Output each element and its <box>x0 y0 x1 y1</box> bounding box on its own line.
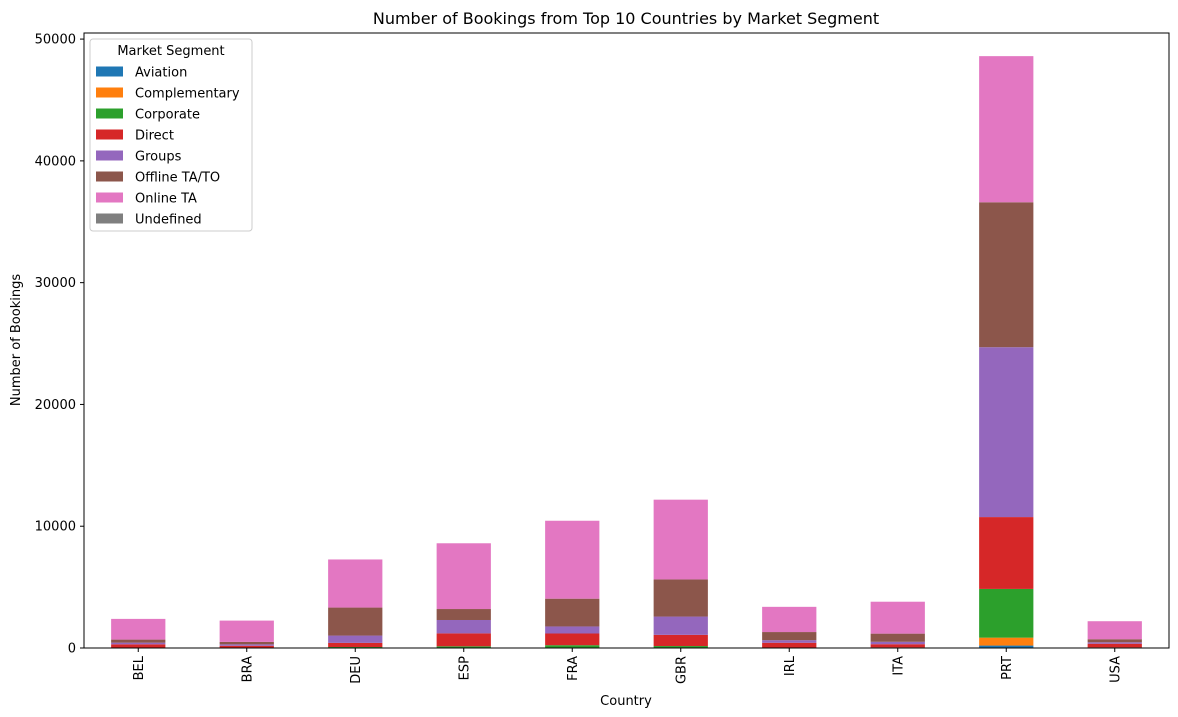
bar-segment-prt-groups <box>979 347 1034 518</box>
x-tick-label: FRA <box>566 656 581 681</box>
bar-segment-deu-corporate <box>328 647 383 648</box>
bar-segment-prt-direct <box>979 517 1034 589</box>
bar-segment-gbr-offline-ta-to <box>653 579 708 617</box>
legend-label: Direct <box>135 129 174 144</box>
bar-segment-esp-corporate <box>436 646 491 648</box>
x-tick-label: ESP <box>457 656 472 680</box>
y-tick-label: 30000 <box>35 276 76 291</box>
legend-label: Undefined <box>135 213 202 228</box>
bar-segment-esp-offline-ta-to <box>436 609 491 620</box>
bar-segment-irl-online-ta <box>762 606 817 633</box>
bars-group <box>111 56 1142 648</box>
legend-swatch <box>96 171 123 182</box>
y-tick-label: 0 <box>68 642 76 657</box>
bar-segment-prt-corporate <box>979 588 1034 638</box>
bar-segment-bra-offline-ta-to <box>219 641 274 645</box>
legend-title: Market Segment <box>117 44 224 59</box>
x-axis-label: Country <box>600 694 652 709</box>
bar-segment-fra-online-ta <box>545 520 600 599</box>
legend: Market Segment Aviation Complementary Corp… <box>89 38 253 232</box>
bar-segment-deu-direct <box>328 642 383 648</box>
bar-segment-usa-direct <box>1087 643 1142 648</box>
bar-segment-fra-corporate <box>545 645 600 648</box>
bar-segment-ita-offline-ta-to <box>870 633 925 642</box>
legend-label: Corporate <box>135 108 200 123</box>
bar-segment-usa-groups <box>1087 642 1142 644</box>
bar-segment-irl-direct <box>762 642 817 648</box>
bar-segment-gbr-direct <box>653 634 708 647</box>
bar-segment-deu-online-ta <box>328 559 383 608</box>
bar-segment-prt-aviation <box>979 645 1034 648</box>
legend-label: Aviation <box>135 66 187 81</box>
y-tick-label: 50000 <box>35 33 76 48</box>
legend-swatch <box>96 213 123 224</box>
bar-segment-prt-complementary <box>979 637 1034 646</box>
legend-swatch <box>96 87 123 98</box>
bar-segment-usa-online-ta <box>1087 621 1142 640</box>
bar-segment-deu-offline-ta-to <box>328 607 383 636</box>
legend-swatch <box>96 129 123 140</box>
bar-segment-esp-online-ta <box>436 543 491 610</box>
chart-title: Number of Bookings from Top 10 Countries… <box>373 9 879 28</box>
legend-swatch <box>96 192 123 203</box>
bar-segment-irl-groups <box>762 640 817 643</box>
bar-segment-ita-online-ta <box>870 601 925 634</box>
x-axis-ticks: BEL BRA DEU ESP FRA GBR IRL ITA PRT USA <box>132 648 1123 684</box>
legend-swatch <box>96 66 123 77</box>
x-tick-label: PRT <box>1000 656 1015 680</box>
y-axis-label: Number of Bookings <box>9 274 24 406</box>
bar-segment-prt-offline-ta-to <box>979 202 1034 348</box>
bar-segment-prt-online-ta <box>979 56 1034 203</box>
bar-segment-fra-offline-ta-to <box>545 598 600 627</box>
x-tick-label: GBR <box>674 656 689 684</box>
legend-swatch <box>96 150 123 161</box>
legend-label: Groups <box>135 150 182 165</box>
x-tick-label: USA <box>1108 656 1123 683</box>
legend-label: Offline TA/TO <box>135 171 220 186</box>
bar-segment-bra-direct <box>219 645 274 648</box>
legend-swatch <box>96 108 123 119</box>
y-tick-label: 10000 <box>35 520 76 535</box>
legend-items: Aviation Complementary Corporate Direct Grou… <box>96 66 240 228</box>
bar-segment-gbr-corporate <box>653 646 708 648</box>
bar-segment-deu-groups <box>328 635 383 643</box>
bar-segment-bra-groups <box>219 644 274 646</box>
legend-label: Online TA <box>135 192 197 207</box>
bar-segment-gbr-groups <box>653 616 708 635</box>
x-tick-label: ITA <box>891 656 906 676</box>
x-tick-label: BRA <box>240 656 255 682</box>
bar-segment-fra-groups <box>545 626 600 634</box>
y-axis-ticks: 0 10000 20000 30000 40000 50000 <box>35 33 84 657</box>
bar-segment-fra-direct <box>545 633 600 646</box>
y-tick-label: 20000 <box>35 398 76 413</box>
bar-segment-bra-online-ta <box>219 620 274 642</box>
bar-segment-gbr-online-ta <box>653 499 708 580</box>
x-tick-label: DEU <box>349 656 364 684</box>
x-tick-label: BEL <box>132 655 147 680</box>
bar-segment-ita-groups <box>870 641 925 645</box>
legend-box <box>89 38 253 232</box>
bar-segment-esp-groups <box>436 619 491 634</box>
bar-segment-bel-direct <box>111 644 166 648</box>
bar-segment-bel-offline-ta-to <box>111 639 166 643</box>
bar-segment-bel-online-ta <box>111 618 166 640</box>
bar-segment-usa-offline-ta-to <box>1087 639 1142 643</box>
bar-segment-esp-direct <box>436 633 491 647</box>
bar-segment-ita-direct <box>870 644 925 648</box>
x-tick-label: IRL <box>783 655 798 676</box>
bar-segment-bel-groups <box>111 642 166 645</box>
y-tick-label: 40000 <box>35 154 76 169</box>
bar-segment-irl-offline-ta-to <box>762 632 817 641</box>
plot-frame <box>83 32 1170 649</box>
legend-label: Complementary <box>135 87 240 102</box>
